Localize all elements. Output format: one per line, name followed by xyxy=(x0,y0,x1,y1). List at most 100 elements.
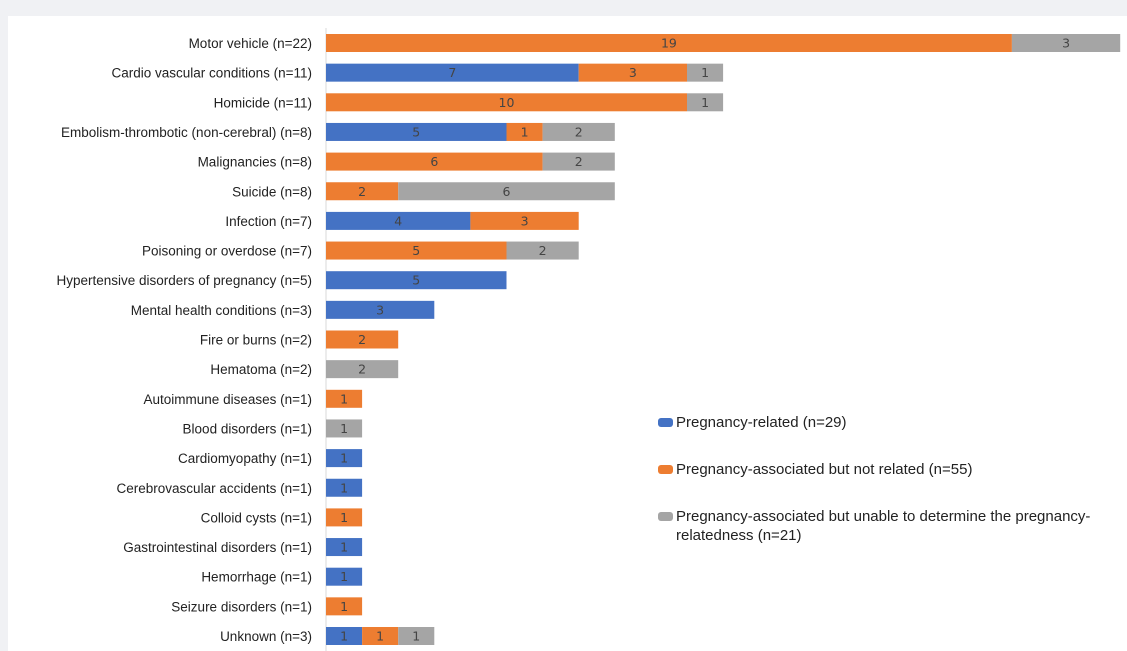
data-label: 1 xyxy=(376,629,384,644)
data-label: 3 xyxy=(629,65,637,80)
bar-segment-series-1 xyxy=(326,271,507,290)
bar-segment-series-3 xyxy=(398,182,615,201)
category-label: Poisoning or overdose (n=7) xyxy=(142,244,312,259)
category-label: Mental health conditions (n=3) xyxy=(131,303,312,318)
category-label: Colloid cysts (n=1) xyxy=(201,510,312,525)
data-label: 1 xyxy=(340,540,348,555)
category-label: Cardiomyopathy (n=1) xyxy=(178,451,312,466)
bar-segment-series-1 xyxy=(326,627,363,645)
data-label: 3 xyxy=(376,302,384,317)
data-label: 1 xyxy=(340,391,348,406)
category-label: Infection (n=7) xyxy=(225,214,312,229)
data-label: 1 xyxy=(340,451,348,466)
data-label: 5 xyxy=(412,243,420,258)
category-label: Motor vehicle (n=22) xyxy=(189,36,312,51)
chart-panel: 19 3 7 3 1 10 1 5 1 2 6 2 2 6 4 3 5 2 5 3 2 2 1 1 1 1 1 1 1 1 1 1 1 Moto… xyxy=(8,16,1127,651)
bar-segment-series-2 xyxy=(326,597,363,616)
data-label: 5 xyxy=(412,273,420,288)
data-label: 2 xyxy=(358,332,366,347)
data-label: 10 xyxy=(499,95,515,110)
legend: Pregnancy-related (n=29) Pregnancy-assoc… xyxy=(658,413,1118,545)
data-label: 1 xyxy=(340,569,348,584)
legend-swatch-orange xyxy=(658,465,673,474)
category-label: Hematoma (n=2) xyxy=(210,362,312,377)
category-label: Gastrointestinal disorders (n=1) xyxy=(123,540,312,555)
data-label: 2 xyxy=(575,124,583,139)
bar-segment-series-2 xyxy=(326,93,687,112)
bar-segment-series-1 xyxy=(326,122,507,141)
bar-segment-series-3 xyxy=(326,419,363,438)
category-label: Embolism-thrombotic (non-cerebral) (n=8) xyxy=(61,125,312,140)
data-label: 6 xyxy=(503,184,511,199)
category-label: Unknown (n=3) xyxy=(220,629,312,644)
legend-item-pregnancy-associated-undetermined: Pregnancy-associated but unable to deter… xyxy=(658,507,1118,545)
data-label: 5 xyxy=(412,124,420,139)
bar-segment-series-1 xyxy=(326,478,363,497)
category-label: Suicide (n=8) xyxy=(232,184,312,199)
category-label: Cerebrovascular accidents (n=1) xyxy=(117,481,312,496)
data-label: 7 xyxy=(448,65,456,80)
bar-segment-series-3 xyxy=(506,241,579,260)
data-label: 6 xyxy=(430,154,438,169)
data-label: 1 xyxy=(701,65,709,80)
bar-segment-series-3 xyxy=(326,360,399,379)
bar-segment-series-2 xyxy=(578,63,687,82)
bar-segment-series-2 xyxy=(326,389,363,408)
bar-segment-series-1 xyxy=(326,538,363,557)
data-label: 1 xyxy=(340,599,348,614)
data-label: 1 xyxy=(521,124,529,139)
bar-segment-series-1 xyxy=(326,63,579,82)
category-labels: Motor vehicle (n=22) Cardio vascular cond… xyxy=(56,36,312,644)
category-label: Cardio vascular conditions (n=11) xyxy=(112,66,312,81)
legend-label: Pregnancy-associated but unable to deter… xyxy=(676,508,1091,544)
bar-segment-series-3 xyxy=(542,122,615,141)
category-label: Hypertensive disorders of pregnancy (n=5… xyxy=(56,273,312,288)
bar-segment-series-1 xyxy=(326,211,471,230)
data-label: 2 xyxy=(358,184,366,199)
data-label: 3 xyxy=(1062,36,1070,51)
category-label: Seizure disorders (n=1) xyxy=(171,599,312,614)
data-label: 4 xyxy=(394,213,402,228)
bar-segment-series-2 xyxy=(326,330,399,349)
legend-label: Pregnancy-related (n=29) xyxy=(676,414,847,431)
bar-segment-series-3 xyxy=(398,627,435,645)
data-label: 1 xyxy=(340,421,348,436)
legend-swatch-blue xyxy=(658,418,673,427)
data-label: 2 xyxy=(358,362,366,377)
bar-segment-series-2 xyxy=(326,182,399,201)
legend-item-pregnancy-related: Pregnancy-related (n=29) xyxy=(658,413,1118,432)
data-label: 1 xyxy=(701,95,709,110)
category-label: Hemorrhage (n=1) xyxy=(201,570,312,585)
bar-segment-series-1 xyxy=(326,567,363,586)
bar-segment-series-3 xyxy=(542,152,615,171)
bar-segment-series-2 xyxy=(506,122,543,141)
bar-segment-series-3 xyxy=(687,93,724,112)
bar-segment-series-2 xyxy=(362,627,399,645)
bar-segment-series-3 xyxy=(1011,34,1121,52)
data-label: 3 xyxy=(521,213,529,228)
legend-swatch-gray xyxy=(658,512,673,521)
data-label: 1 xyxy=(340,629,348,644)
category-label: Fire or burns (n=2) xyxy=(200,333,312,348)
data-label: 1 xyxy=(412,629,420,644)
category-label: Homicide (n=11) xyxy=(214,95,312,110)
bar-segment-series-2 xyxy=(326,241,507,260)
data-label: 1 xyxy=(340,480,348,495)
bar-segment-series-2 xyxy=(326,34,1012,52)
data-label: 2 xyxy=(539,243,547,258)
legend-item-pregnancy-associated-not-related: Pregnancy-associated but not related (n=… xyxy=(658,460,1118,479)
bar-segment-series-1 xyxy=(326,449,363,468)
bar-segment-series-1 xyxy=(326,300,435,319)
category-label: Autoimmune diseases (n=1) xyxy=(144,392,312,407)
data-label: 19 xyxy=(661,36,677,51)
bar-segment-series-2 xyxy=(326,508,363,527)
bar-segment-series-2 xyxy=(326,152,543,171)
bar-segment-series-3 xyxy=(687,63,724,82)
category-label: Blood disorders (n=1) xyxy=(183,421,312,436)
bar-segment-series-2 xyxy=(470,211,579,230)
data-label: 2 xyxy=(575,154,583,169)
legend-label: Pregnancy-associated but not related (n=… xyxy=(676,461,973,478)
data-label: 1 xyxy=(340,510,348,525)
